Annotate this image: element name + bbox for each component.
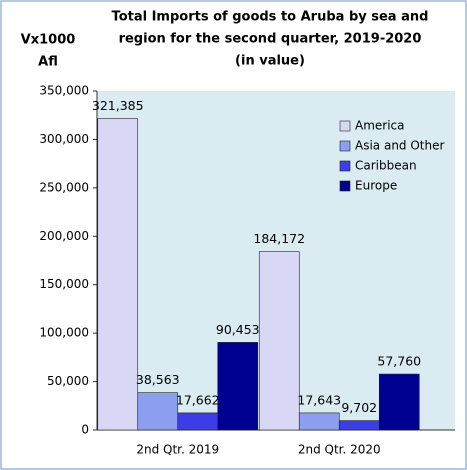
legend-swatch: [339, 160, 351, 172]
value-label: 17,643: [297, 392, 341, 407]
bar: [298, 412, 340, 431]
x-tick-label: 2nd Qtr. 2019: [136, 443, 219, 457]
bar: [378, 373, 420, 431]
y-axis-label: Vx1000: [21, 33, 76, 48]
value-label: 57,760: [377, 354, 421, 369]
y-tick-label: 50,000: [47, 374, 89, 388]
y-tick-label: 250,000: [39, 180, 89, 194]
value-label: 17,662: [176, 392, 220, 407]
value-label: 184,172: [253, 231, 305, 246]
bar: [217, 342, 259, 431]
bar: [97, 118, 139, 431]
value-label: 321,385: [92, 98, 144, 113]
bar: [137, 392, 179, 431]
y-tick-label: 200,000: [39, 229, 89, 243]
x-tick-label: 2nd Qtr. 2020: [298, 443, 381, 457]
y-tick-label: 300,000: [39, 132, 89, 146]
bar: [177, 412, 219, 431]
legend-swatch: [339, 140, 351, 152]
chart-title: (in value): [235, 54, 305, 69]
legend-label: Caribbean: [355, 159, 417, 173]
y-tick-label: 350,000: [39, 84, 89, 98]
legend-label: America: [355, 119, 405, 133]
bar: [338, 420, 380, 431]
legend-label: Europe: [355, 179, 397, 193]
chart-title: region for the second quarter, 2019-2020: [119, 32, 422, 47]
y-tick-label: 100,000: [39, 326, 89, 340]
legend-label: Asia and Other: [355, 139, 444, 153]
legend-swatch: [339, 120, 351, 132]
value-label: 90,453: [216, 322, 260, 337]
y-tick-label: 150,000: [39, 277, 89, 291]
bar: [258, 251, 300, 431]
chart-title: Total Imports of goods to Aruba by sea a…: [112, 10, 429, 25]
value-label: 38,563: [136, 372, 180, 387]
legend-swatch: [339, 180, 351, 192]
value-label: 9,702: [341, 400, 377, 415]
y-axis-label: Afl: [38, 55, 58, 70]
y-tick-label: 0: [81, 423, 89, 437]
